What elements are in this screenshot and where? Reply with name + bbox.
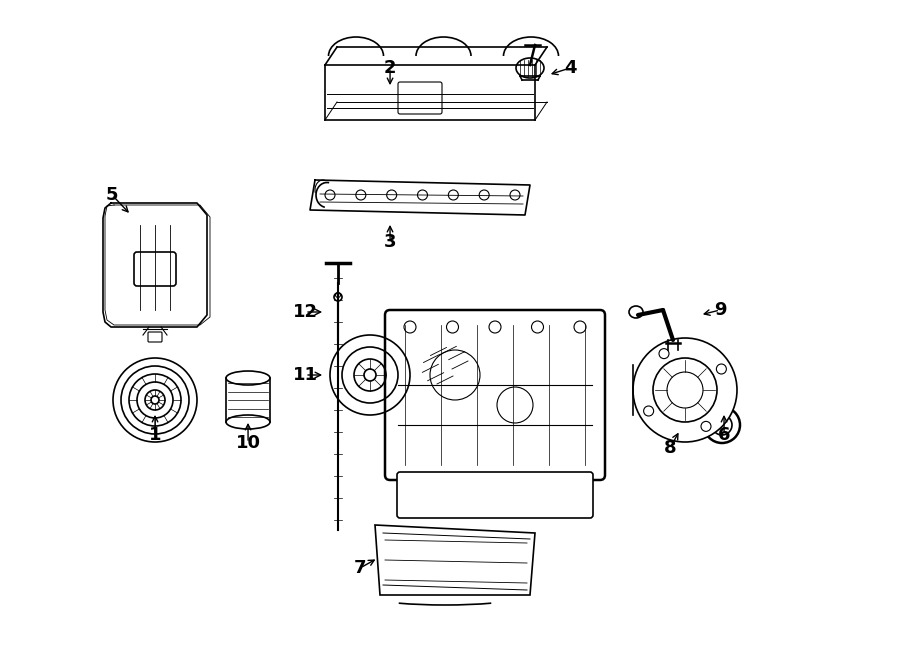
FancyBboxPatch shape	[397, 472, 593, 518]
FancyBboxPatch shape	[148, 332, 162, 342]
Text: 12: 12	[292, 303, 318, 321]
Ellipse shape	[516, 58, 544, 78]
Text: 9: 9	[714, 301, 726, 319]
Text: 10: 10	[236, 434, 260, 452]
Ellipse shape	[629, 306, 643, 318]
Text: 6: 6	[718, 426, 730, 444]
Ellipse shape	[226, 371, 270, 385]
FancyBboxPatch shape	[385, 310, 605, 480]
Text: 1: 1	[148, 426, 161, 444]
Text: 5: 5	[106, 186, 118, 204]
Text: 7: 7	[354, 559, 366, 577]
Text: 8: 8	[663, 439, 676, 457]
Text: 2: 2	[383, 59, 396, 77]
Text: 3: 3	[383, 233, 396, 251]
Circle shape	[633, 338, 737, 442]
Text: 11: 11	[292, 366, 318, 384]
Text: 4: 4	[563, 59, 576, 77]
